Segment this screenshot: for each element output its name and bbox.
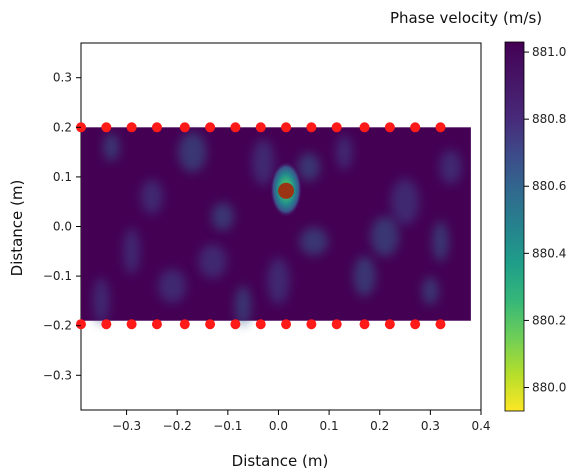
colorbar — [504, 41, 525, 412]
x-tick-label: 0.1 — [320, 419, 339, 433]
x-tick-label: 0.0 — [269, 419, 288, 433]
sensor-bottom — [179, 319, 190, 330]
sensor-bottom — [384, 319, 395, 330]
sensor-top — [410, 122, 421, 133]
heatmap-texture-patch — [123, 228, 140, 275]
sensor-bottom — [306, 319, 317, 330]
sensor-bottom — [101, 319, 112, 330]
sensor-bottom — [435, 319, 446, 330]
sensor-bottom — [76, 319, 86, 330]
heatmap-texture-patch — [252, 139, 275, 186]
sensor-top — [126, 122, 137, 133]
sensor-bottom — [281, 319, 292, 330]
sensor-top — [359, 122, 370, 133]
x-tick-label: −0.1 — [213, 419, 242, 433]
sensor-bottom — [205, 319, 216, 330]
sensor-top — [255, 122, 266, 133]
colorbar-tick-label: 880.6 — [532, 179, 566, 193]
colorbar-tick-label: 881.0 — [532, 45, 566, 59]
sensor-top — [151, 122, 162, 133]
y-tick-label: 0.3 — [53, 71, 72, 85]
heatmap-texture-patch — [178, 132, 207, 173]
x-axis-ticks: −0.3 −0.2 −0.1 0.0 0.1 0.2 0.3 0.4 — [112, 410, 491, 433]
heatmap-texture-patch — [336, 135, 353, 170]
x-axis-label: Distance (m) — [232, 452, 329, 470]
x-tick-label: 0.3 — [421, 419, 440, 433]
colorbar-tick-label: 880.0 — [532, 381, 566, 395]
sensor-top — [435, 122, 446, 133]
sensor-top — [230, 122, 241, 133]
y-tick-label: 0.0 — [53, 220, 72, 234]
colorbar-title: Phase velocity (m/s) — [390, 9, 542, 27]
sensor-top — [384, 122, 395, 133]
heatmap-texture-patch — [267, 258, 290, 305]
heatmap-texture-patch — [422, 276, 439, 305]
y-tick-label: −0.1 — [43, 269, 72, 283]
source-marker — [278, 182, 295, 199]
sensor-top — [306, 122, 317, 133]
heatmap-field — [81, 127, 471, 326]
heatmap-texture-patch — [158, 269, 187, 304]
sensor-top — [101, 122, 112, 133]
y-tick-label: −0.3 — [43, 368, 72, 382]
heatmap-texture-patch — [235, 285, 252, 326]
heatmap-texture-patch — [432, 221, 449, 262]
sensor-markers — [76, 122, 446, 330]
sensor-top — [179, 122, 190, 133]
heatmap-texture-patch — [439, 149, 462, 184]
heatmap-texture-patch — [211, 202, 234, 231]
heatmap-texture-patch — [297, 152, 320, 181]
x-tick-label: 0.2 — [370, 419, 389, 433]
x-tick-label: −0.3 — [112, 419, 141, 433]
sensor-bottom — [151, 319, 162, 330]
y-tick-label: −0.2 — [43, 319, 72, 333]
colorbar-ticks: 880.0 880.2 880.4 880.6 880.8 881.0 — [524, 45, 566, 395]
sensor-top — [205, 122, 216, 133]
heatmap-texture-patch — [103, 133, 120, 162]
heatmap-texture-patch — [353, 256, 376, 297]
colorbar-tick-label: 880.4 — [532, 246, 566, 260]
sensor-top — [331, 122, 342, 133]
heatmap-texture-patch — [299, 227, 328, 256]
sensor-bottom — [331, 319, 342, 330]
sensor-bottom — [230, 319, 241, 330]
y-axis-ticks: −0.3 −0.2 −0.1 0.0 0.1 0.2 0.3 — [43, 71, 81, 382]
sensor-bottom — [410, 319, 421, 330]
x-tick-label: −0.2 — [163, 419, 192, 433]
heatmap-texture-patch — [198, 244, 227, 279]
y-tick-label: 0.2 — [53, 120, 72, 134]
y-tick-label: 0.1 — [53, 170, 72, 184]
heatmap-texture-patch — [370, 216, 399, 257]
sensor-bottom — [126, 319, 137, 330]
sensor-bottom — [359, 319, 370, 330]
sensor-top — [281, 122, 292, 133]
heatmap-texture-patch — [140, 179, 163, 214]
sensor-bottom — [255, 319, 266, 330]
heatmap-texture-patch — [391, 178, 420, 225]
y-axis-label: Distance (m) — [8, 180, 26, 277]
colorbar-tick-label: 880.8 — [532, 112, 566, 126]
colorbar-tick-label: 880.2 — [532, 313, 566, 327]
heatmap-texture-patch — [93, 277, 110, 324]
x-tick-label: 0.4 — [471, 419, 490, 433]
